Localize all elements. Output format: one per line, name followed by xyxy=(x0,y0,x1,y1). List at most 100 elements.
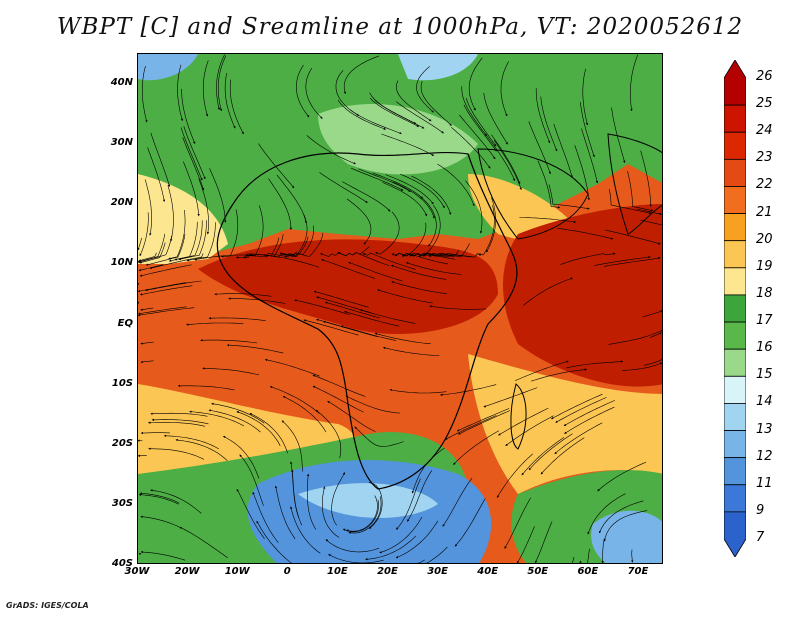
streamline xyxy=(151,418,209,425)
streamline xyxy=(416,559,425,563)
colorbar-swatch xyxy=(724,457,746,486)
colorbar-label: 17 xyxy=(756,313,773,329)
streamline xyxy=(390,264,447,280)
streamline xyxy=(139,212,149,257)
latitude-label: 40S xyxy=(111,558,133,569)
streamline xyxy=(276,174,307,224)
streamline xyxy=(555,397,607,423)
streamline xyxy=(149,253,204,270)
streamline xyxy=(368,482,383,529)
streamline xyxy=(572,557,575,563)
streamline xyxy=(440,384,497,396)
streamline xyxy=(594,255,651,266)
streamline xyxy=(500,61,509,117)
streamline xyxy=(256,520,292,563)
streamline xyxy=(285,214,308,258)
streamline xyxy=(228,297,286,304)
streamline xyxy=(148,447,204,460)
colorbar-swatch xyxy=(724,104,746,133)
streamline xyxy=(605,229,661,245)
streamline xyxy=(486,197,496,253)
colorbar-label: 13 xyxy=(756,421,773,437)
streamline xyxy=(456,408,510,432)
colorbar-label: 12 xyxy=(756,448,773,464)
streamline xyxy=(202,367,259,376)
colorbar xyxy=(724,60,746,557)
streamline xyxy=(465,98,497,147)
streamline xyxy=(150,412,208,417)
streamline xyxy=(319,172,368,203)
wbpt-band-south-indian-blue xyxy=(591,510,662,563)
streamline xyxy=(637,208,662,216)
colorbar-swatch xyxy=(724,348,746,377)
streamline xyxy=(208,409,261,433)
streamline xyxy=(535,88,551,144)
streamline xyxy=(411,447,445,494)
streamline xyxy=(269,386,320,414)
colorbar-label: 16 xyxy=(756,340,773,356)
streamline xyxy=(534,521,553,563)
streamline xyxy=(327,401,376,432)
streamline xyxy=(444,415,497,440)
streamline xyxy=(396,80,432,122)
streamline xyxy=(630,54,638,112)
streamline xyxy=(557,228,614,240)
streamline xyxy=(295,64,310,118)
streamline xyxy=(216,54,225,111)
streamline xyxy=(514,360,569,381)
longitude-label: 30W xyxy=(124,566,150,577)
streamline xyxy=(537,160,561,209)
colorbar-label: 19 xyxy=(756,258,773,274)
streamline xyxy=(519,217,577,224)
latitude-label: 20N xyxy=(110,197,133,209)
colorbar-swatch xyxy=(724,294,746,323)
streamline xyxy=(461,86,487,137)
streamline xyxy=(236,488,265,539)
streamline xyxy=(306,473,316,530)
grads-credit: GrADS: IGES/COLA xyxy=(6,601,89,610)
streamline xyxy=(391,222,427,257)
wbpt-band-equator-dark xyxy=(198,239,498,334)
streamline xyxy=(550,393,603,420)
streamline xyxy=(344,310,400,327)
streamline xyxy=(643,358,662,366)
streamline xyxy=(239,454,264,506)
streamline xyxy=(453,430,499,465)
streamline xyxy=(603,256,661,267)
streamline xyxy=(291,469,303,526)
streamline xyxy=(649,332,662,338)
colorbar-label: 9 xyxy=(756,502,765,518)
streamline xyxy=(642,310,662,318)
streamline xyxy=(548,184,590,210)
streamline xyxy=(463,104,497,152)
colorbar-swatch xyxy=(724,403,746,431)
latitude-label: 30S xyxy=(111,497,133,509)
streamline xyxy=(424,204,441,256)
streamline xyxy=(181,88,196,145)
streamline xyxy=(139,492,180,504)
streamline xyxy=(528,433,573,471)
colorbar-swatch xyxy=(724,158,746,187)
streamline xyxy=(478,205,495,256)
latitude-label: 30N xyxy=(110,137,133,149)
streamline xyxy=(459,114,496,160)
streamline xyxy=(627,170,654,212)
streamline xyxy=(528,121,551,175)
wbpt-band-north-blue xyxy=(398,54,478,81)
streamline xyxy=(163,434,219,450)
streamline xyxy=(202,60,209,117)
streamline xyxy=(142,65,148,123)
streamline xyxy=(540,437,585,475)
streamline xyxy=(396,101,444,134)
colorbar-swatch xyxy=(724,240,746,269)
streamline xyxy=(226,343,284,354)
streamline xyxy=(504,497,531,549)
streamline xyxy=(138,233,166,263)
streamline xyxy=(382,182,427,217)
arabia-coastline xyxy=(477,148,589,240)
longitude-label: 10W xyxy=(224,566,250,577)
streamline xyxy=(377,289,433,304)
streamline xyxy=(599,500,644,534)
streamline xyxy=(211,402,265,424)
streamline xyxy=(139,285,193,296)
